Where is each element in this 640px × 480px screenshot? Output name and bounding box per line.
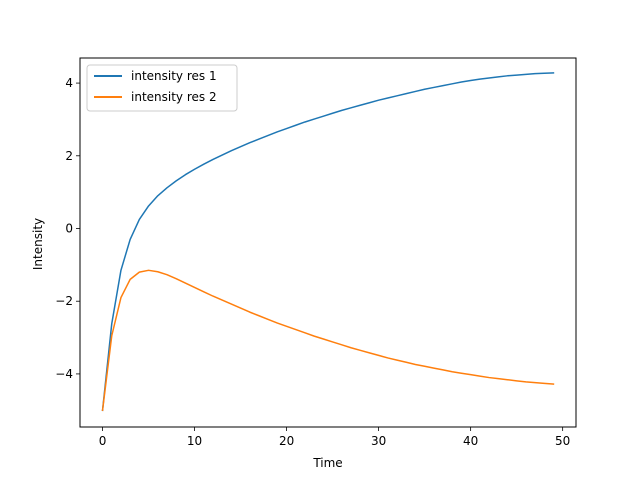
x-tick-label: 30 — [371, 434, 386, 448]
y-tick-label: 0 — [65, 222, 73, 236]
x-tick-label: 10 — [187, 434, 202, 448]
legend-label-series-2: intensity res 2 — [131, 90, 217, 104]
y-tick-label: −4 — [55, 367, 73, 381]
legend-label-series-1: intensity res 1 — [131, 69, 217, 83]
y-axis-label: Intensity — [31, 218, 45, 270]
x-tick-label: 0 — [99, 434, 107, 448]
x-tick-label: 20 — [279, 434, 294, 448]
series-lines — [101, 72, 555, 412]
series-line-2 — [101, 269, 555, 412]
legend-box — [86, 64, 238, 112]
y-tick-label: 4 — [65, 76, 73, 90]
y-axis-ticks: −4 −2 0 2 4 — [55, 76, 80, 381]
y-tick-label: 2 — [65, 149, 73, 163]
y-tick-label: −2 — [55, 294, 73, 308]
x-tick-label: 50 — [555, 434, 570, 448]
plot-frame — [79, 57, 577, 428]
legend: intensity res 1 intensity res 2 — [86, 64, 238, 112]
x-axis-ticks: 0 10 20 30 40 50 — [99, 427, 570, 448]
x-axis-label: Time — [312, 456, 342, 470]
x-tick-label: 40 — [463, 434, 478, 448]
series-line-1 — [101, 72, 555, 412]
